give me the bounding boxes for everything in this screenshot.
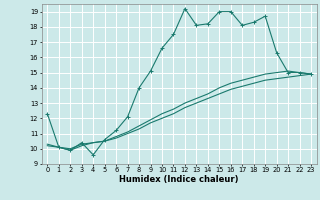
X-axis label: Humidex (Indice chaleur): Humidex (Indice chaleur) [119,175,239,184]
